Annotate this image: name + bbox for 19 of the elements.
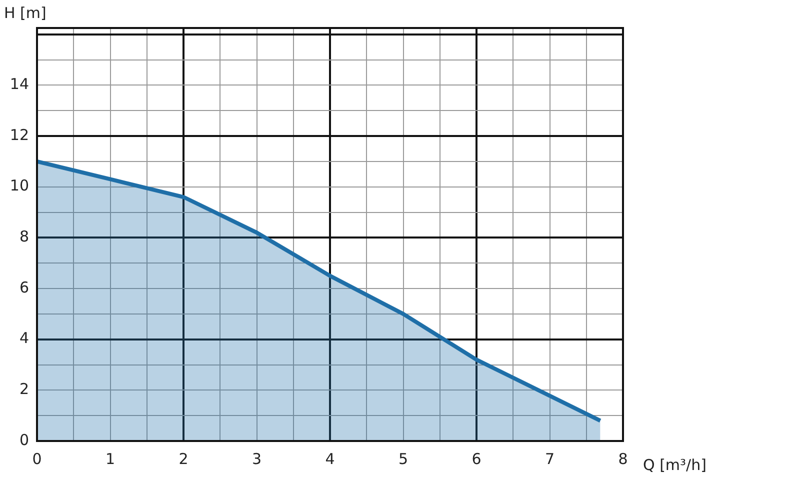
- x-tick-label: 6: [472, 450, 482, 468]
- y-tick-label: 6: [19, 278, 29, 296]
- x-tick-label: 0: [32, 450, 42, 468]
- y-tick-label: 8: [19, 228, 29, 246]
- x-axis-title: Q [m³/h]: [643, 456, 706, 474]
- y-tick-label: 4: [19, 329, 29, 348]
- x-tick-label: 1: [105, 450, 116, 468]
- y-tick-label: 14: [10, 75, 29, 94]
- x-tick-label: 4: [325, 450, 335, 468]
- y-tick-label: 10: [10, 176, 29, 195]
- x-tick-label: 7: [544, 450, 555, 468]
- x-tick-label: 8: [618, 450, 628, 468]
- y-axis-title: H [m]: [4, 4, 46, 22]
- x-tick-label: 3: [252, 450, 262, 468]
- x-tick-label: 2: [178, 450, 188, 468]
- y-tick-label: 0: [19, 430, 29, 449]
- y-tick-label: 12: [10, 126, 29, 144]
- y-tick-label: 2: [19, 380, 29, 398]
- x-tick-label: 5: [398, 450, 408, 468]
